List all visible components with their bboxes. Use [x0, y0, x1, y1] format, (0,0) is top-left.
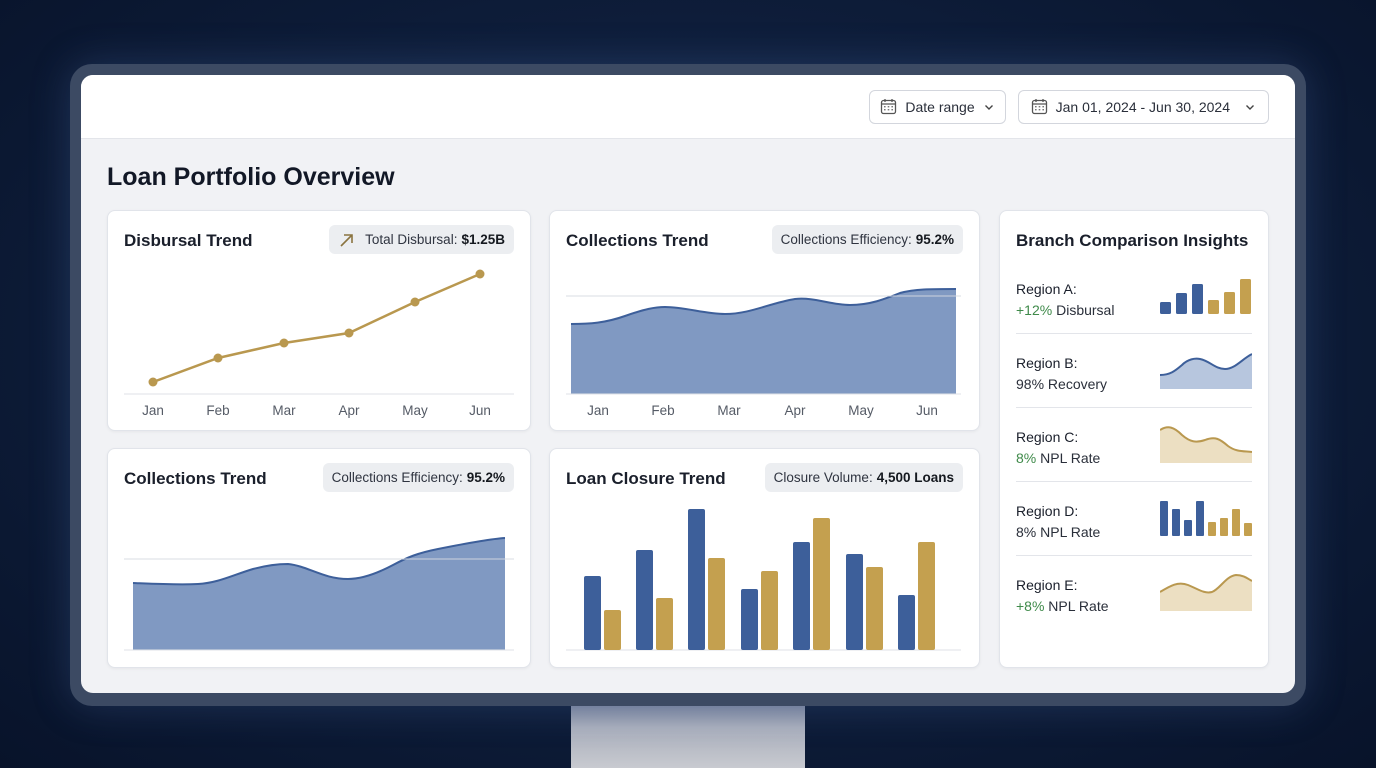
collections-area-chart [124, 537, 514, 651]
bar-blue[interactable] [793, 542, 810, 650]
region-name: Region D: [1016, 503, 1079, 519]
region-a-bar-sparkline [1160, 279, 1251, 314]
date-value-dropdown[interactable]: Jan 01, 2024 - Jun 30, 2024 [1017, 89, 1269, 124]
x-tick: Apr [338, 403, 360, 418]
divider [1016, 555, 1252, 556]
data-point[interactable] [213, 353, 223, 363]
bar-gold[interactable] [708, 558, 725, 650]
page-title: Loan Portfolio Overview [107, 163, 395, 191]
region-c-row[interactable]: Region C: 8% NPL Rate [1016, 419, 1252, 493]
card-title: Loan Closure Trend [566, 469, 726, 488]
total-disbursal-badge: Total Disbursal: $1.25B [329, 225, 514, 254]
region-d-bar-sparkline [1160, 501, 1252, 536]
monitor-stand [571, 700, 805, 768]
bar-gold[interactable] [604, 610, 621, 650]
region-name: Region B: [1016, 355, 1078, 371]
collections-efficiency-badge: Collections Efficiency: 95.2% [322, 463, 514, 492]
trend-up-arrow-icon [340, 233, 353, 247]
collections-efficiency-badge: Collections Efficiency: 95.2% [771, 225, 963, 254]
region-b-row[interactable]: Region B: 98% Recovery [1016, 345, 1252, 419]
data-point[interactable] [410, 297, 420, 307]
data-point[interactable] [279, 338, 289, 348]
region-e-area-sparkline [1160, 573, 1252, 611]
date-range-dropdown[interactable]: Date range [869, 89, 1006, 124]
date-value: Jan 01, 2024 - Jun 30, 2024 [1055, 98, 1230, 115]
badge-label: Collections Efficiency: [331, 470, 463, 485]
collections-trend-card-bottom: Collections Trend Collections Efficiency… [107, 448, 531, 668]
region-metric: 8% NPL Rate [1016, 524, 1101, 540]
disbursal-trend-card: Disbursal Trend Total Disbursal: $1.25B … [107, 210, 531, 431]
region-c-area-sparkline [1160, 426, 1252, 463]
region-metric: +12% Disbursal [1016, 302, 1115, 318]
badge-label: Closure Volume: [773, 470, 873, 485]
collections-area-chart: Jan Feb Mar Apr May Jun [566, 288, 961, 418]
divider [1016, 481, 1252, 482]
badge-value: 95.2% [915, 232, 954, 247]
calendar-icon [881, 99, 897, 115]
bar-gold[interactable] [918, 542, 935, 650]
divider [1016, 407, 1252, 408]
x-tick: Jun [916, 403, 938, 418]
calendar-icon [1031, 99, 1047, 115]
x-tick: Jan [587, 403, 609, 418]
top-bar: Date range Jan 01, 2024 - Jun 30, 2024 [81, 75, 1295, 139]
region-name: Region C: [1016, 429, 1079, 445]
dashboard-screen: Date range Jan 01, 2024 - Jun 30, 2024 L… [81, 75, 1295, 693]
card-title: Collections Trend [566, 231, 709, 250]
bar-gold[interactable] [866, 567, 883, 650]
divider [1016, 333, 1252, 334]
card-title: Branch Comparison Insights [1016, 231, 1249, 250]
collections-trend-card-top: Collections Trend Collections Efficiency… [549, 210, 980, 431]
badge-value: $1.25B [461, 232, 505, 247]
data-point[interactable] [475, 269, 485, 279]
badge-label: Total Disbursal: [365, 232, 458, 247]
region-name: Region E: [1016, 577, 1078, 593]
bar-blue[interactable] [636, 550, 653, 650]
badge-value: 95.2% [466, 470, 505, 485]
chevron-down-icon [984, 104, 993, 110]
x-tick: Jan [142, 403, 164, 418]
closure-volume-badge: Closure Volume: 4,500 Loans [764, 463, 963, 492]
region-metric: 8% NPL Rate [1016, 450, 1101, 466]
bar-blue[interactable] [898, 595, 915, 650]
badge-label: Collections Efficiency: [780, 232, 912, 247]
bar-gold[interactable] [761, 571, 778, 650]
bar-blue[interactable] [584, 576, 601, 650]
region-d-row[interactable]: Region D: 8% NPL Rate [1016, 493, 1252, 567]
x-tick: Apr [784, 403, 806, 418]
branch-comparison-card: Branch Comparison Insights Region A: +12… [999, 210, 1269, 668]
bar-blue[interactable] [741, 589, 758, 650]
bar-gold[interactable] [813, 518, 830, 650]
bar-blue[interactable] [688, 509, 705, 650]
region-metric: +8% NPL Rate [1016, 598, 1109, 614]
bar-gold[interactable] [656, 598, 673, 650]
disbursal-line-chart: Jan Feb Mar Apr May Jun [124, 269, 514, 418]
region-metric: 98% Recovery [1016, 376, 1108, 392]
chevron-down-icon [1246, 104, 1254, 110]
x-tick: Mar [272, 403, 296, 418]
region-a-row[interactable]: Region A: +12% Disbursal [1016, 271, 1252, 345]
date-range-label: Date range [905, 98, 975, 115]
x-tick: Jun [469, 403, 491, 418]
x-tick: Feb [651, 403, 674, 418]
data-point[interactable] [148, 377, 158, 387]
bar-blue[interactable] [846, 554, 863, 650]
x-tick: Mar [717, 403, 741, 418]
card-title: Disbursal Trend [124, 231, 253, 250]
x-tick: May [402, 403, 428, 418]
data-point[interactable] [344, 328, 354, 338]
loan-closure-bar-chart [566, 509, 961, 651]
loan-closure-trend-card: Loan Closure Trend Closure Volume: 4,500… [549, 448, 980, 668]
region-name: Region A: [1016, 281, 1077, 297]
x-tick: Feb [206, 403, 229, 418]
region-b-area-sparkline [1160, 353, 1252, 389]
x-tick: May [848, 403, 874, 418]
badge-value: 4,500 Loans [876, 470, 954, 485]
region-e-row[interactable]: Region E: +8% NPL Rate [1016, 567, 1252, 641]
card-title: Collections Trend [124, 469, 267, 488]
